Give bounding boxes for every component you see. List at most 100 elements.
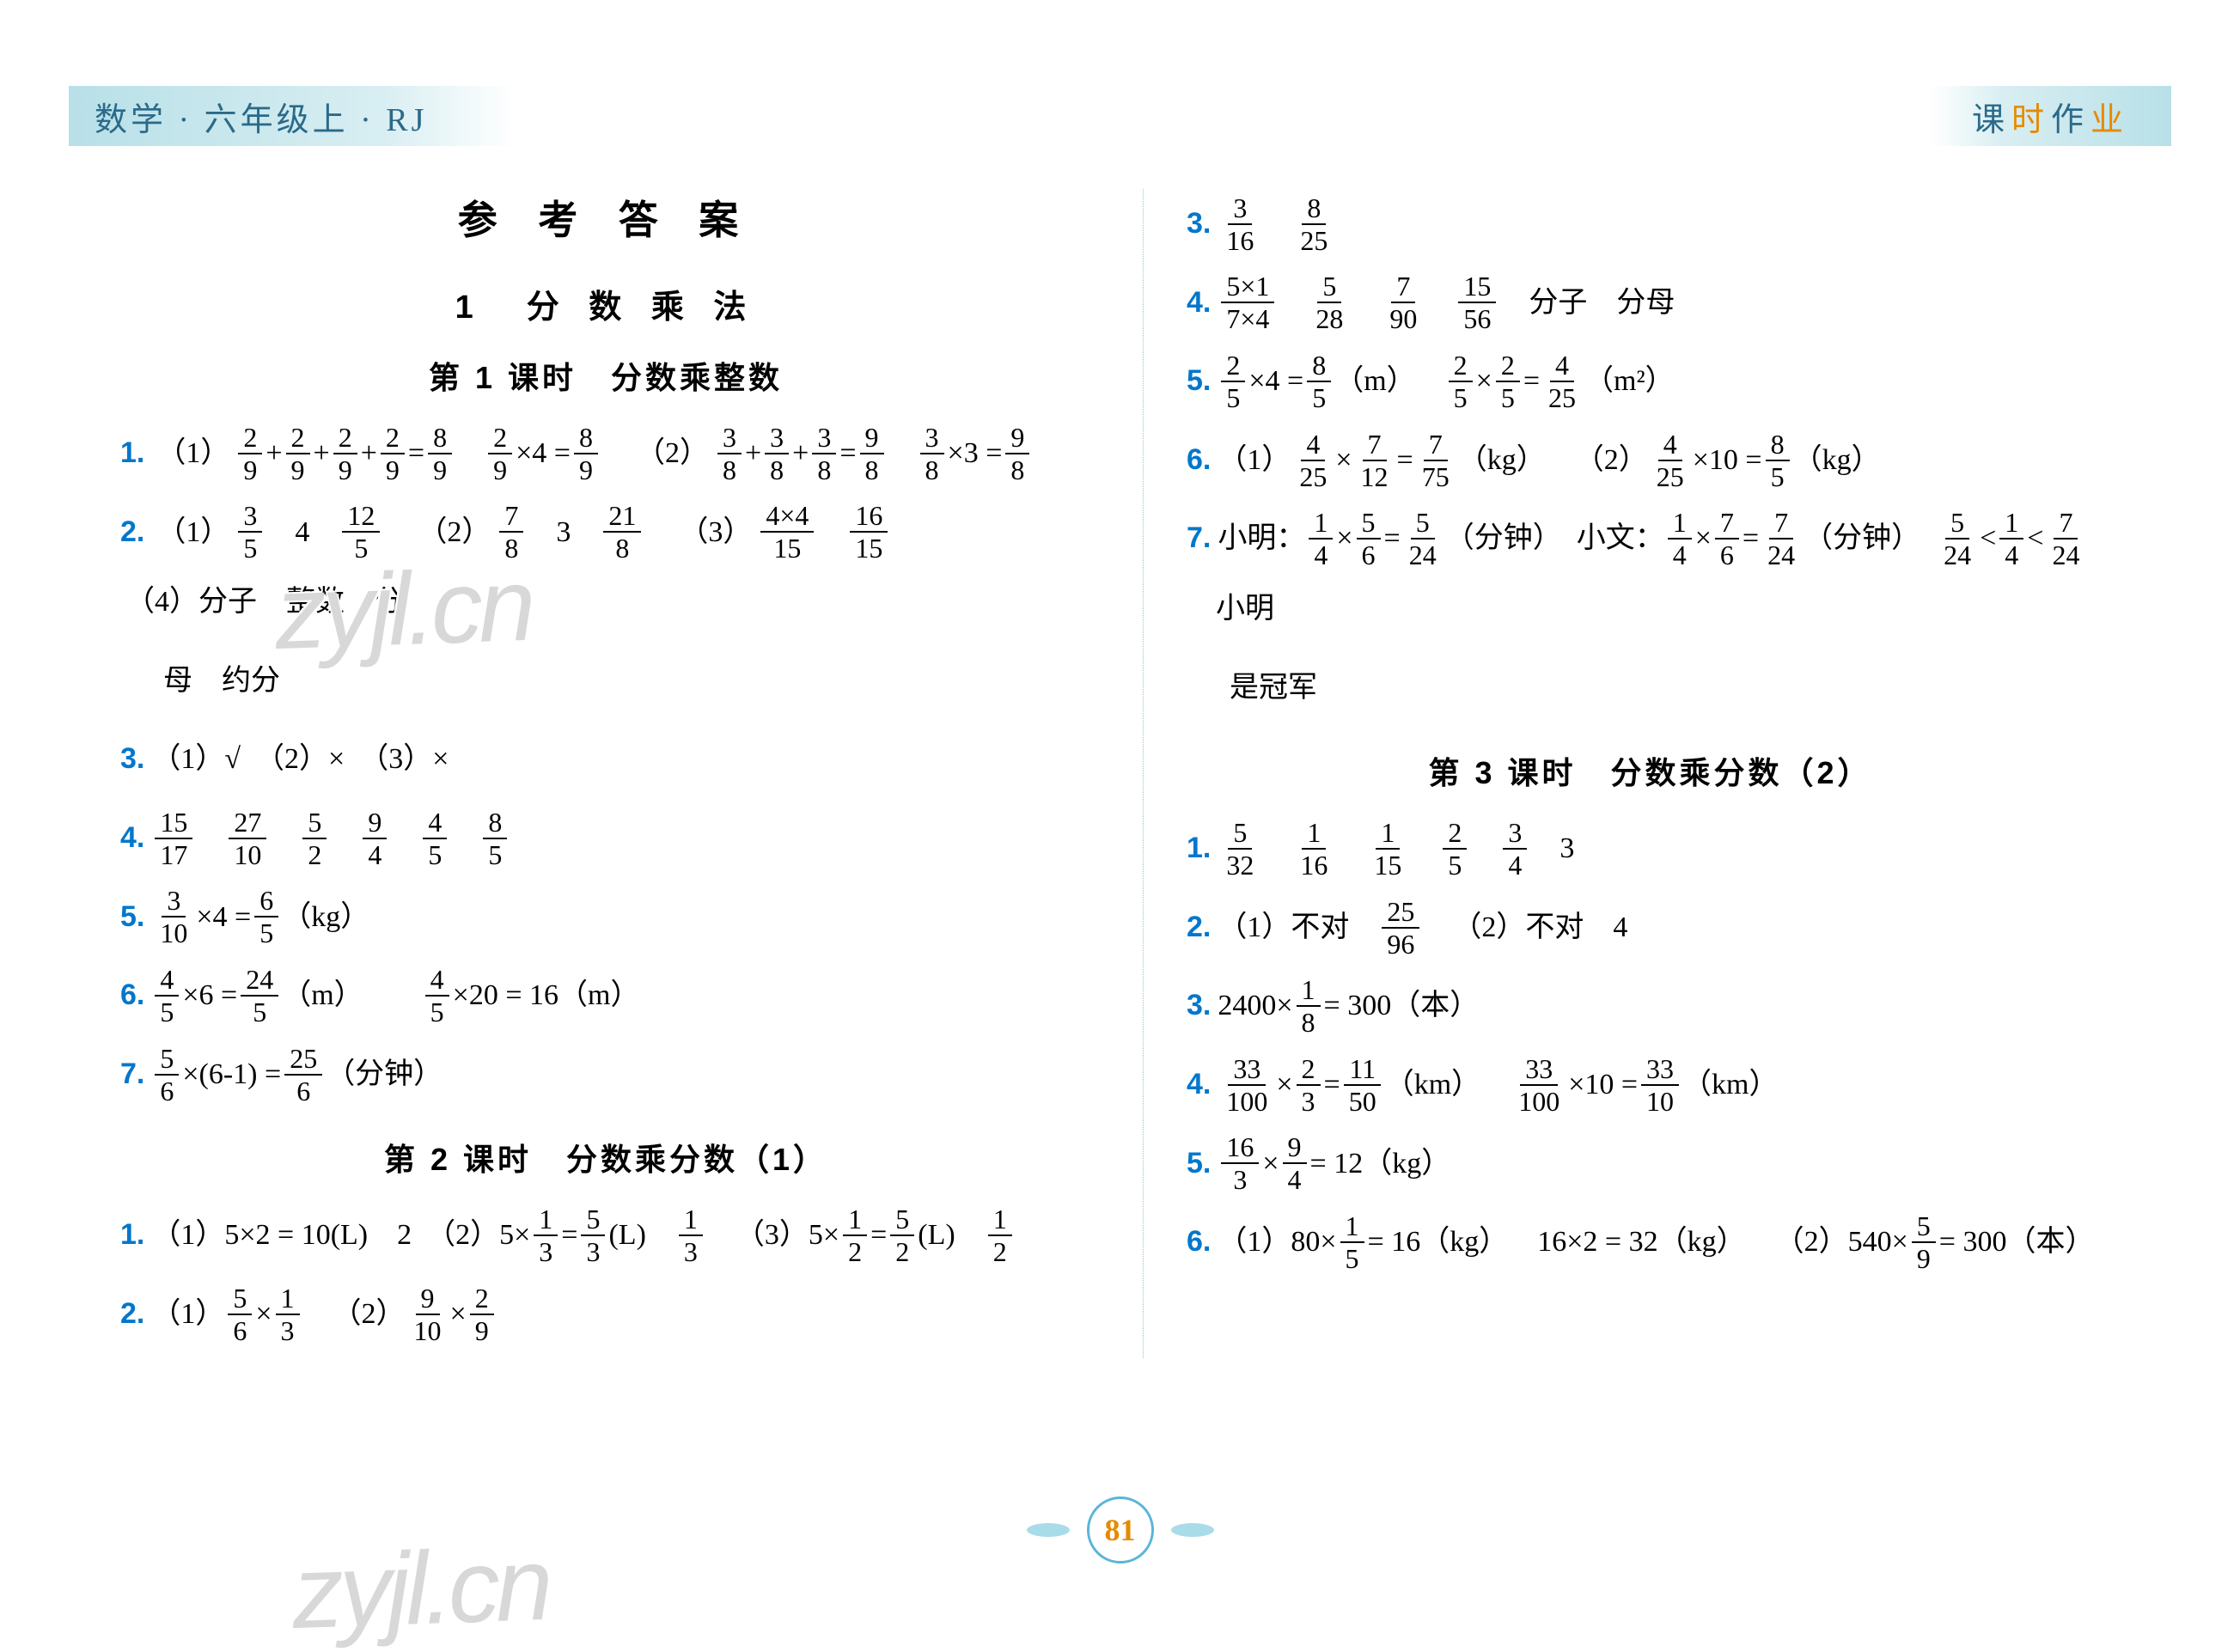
header-right: 课 时 作 业 xyxy=(1931,86,2171,146)
paren: （2） xyxy=(333,1279,406,1350)
frac: 85 xyxy=(1307,351,1331,411)
hdr-r4: 业 xyxy=(2090,93,2130,140)
frac: 23 xyxy=(1297,1055,1321,1115)
frac: 790 xyxy=(1384,272,1422,332)
unit: （kg） xyxy=(1363,1129,1450,1199)
unit: （km） xyxy=(1682,1050,1778,1120)
frac: 38 xyxy=(765,424,789,484)
c3q3: 3. 2400× 18 = 300（本） xyxy=(1187,971,2114,1041)
title-lesson-1: 第 1 课时 分数乘整数 xyxy=(120,353,1091,398)
frac: 5×17×4 xyxy=(1221,272,1274,332)
frac: 724 xyxy=(1762,509,1800,569)
frac: 2710 xyxy=(229,808,266,869)
c3q5: 5. 163× 94 = 12 （kg） xyxy=(1187,1129,2114,1199)
frac: 125 xyxy=(342,502,380,562)
qnum: 5. xyxy=(1187,1129,1211,1199)
txt: 母 约分 xyxy=(163,646,280,716)
txt: 小明： xyxy=(1218,503,1305,574)
paren: （2） xyxy=(636,418,709,489)
txt: (L) xyxy=(918,1200,984,1271)
frac: 25 xyxy=(1449,351,1473,411)
frac: 4×415 xyxy=(760,502,814,562)
frac: 310 xyxy=(155,887,192,947)
frac: 29 xyxy=(470,1284,494,1344)
eq: ×(6-1) = xyxy=(182,1039,281,1110)
frac: 13 xyxy=(276,1284,300,1344)
q1: 1. （1） 29+ 29+ 29+ 29= 89 29 ×4 = 89 （2）… xyxy=(120,418,1091,489)
eq: ×4 = xyxy=(196,882,251,953)
frac: 52 xyxy=(302,808,327,869)
frac: 25 xyxy=(1443,819,1467,879)
frac: 218 xyxy=(603,502,641,562)
frac: 18 xyxy=(1297,976,1321,1036)
frac: 3310 xyxy=(1641,1055,1679,1115)
unit: （kg） xyxy=(1458,425,1546,496)
paren: （1） xyxy=(151,1279,224,1350)
frac: 724 xyxy=(2047,509,2084,569)
header-left: 数学 · 六年级上 · RJ xyxy=(69,86,516,146)
q2: 2. （1） 35 4 125 （2） 78 3 218 （3） 4×415 1… xyxy=(120,497,1091,637)
c2q1: 1. （1）5×2 = 10(L) 2 （2）5× 13 = 53 (L) 13… xyxy=(120,1200,1091,1271)
frac: 94 xyxy=(1283,1133,1307,1193)
frac: 29 xyxy=(333,424,357,484)
txt: = 300（本） xyxy=(1324,971,1480,1041)
paren: （1） xyxy=(1218,425,1291,496)
q7: 7. 56 ×(6-1) = 256 （分钟） xyxy=(120,1039,1091,1110)
frac: 528 xyxy=(1310,272,1348,332)
eq: ×20 = 16 xyxy=(453,960,558,1031)
qnum: 1. xyxy=(120,418,144,489)
title-chapter: 1 分 数 乘 法 xyxy=(120,280,1091,327)
txt: （分钟） 小文： xyxy=(1445,503,1664,574)
txt: （4）分子 整数 分 xyxy=(125,567,403,637)
qnum: 4. xyxy=(1187,268,1211,338)
c2q2: 2. （1） 56× 13 （2） 910× 29 xyxy=(120,1279,1091,1350)
frac: 29 xyxy=(238,424,262,484)
frac: 85 xyxy=(1766,430,1790,491)
paren: （1） xyxy=(156,418,229,489)
frac: 94 xyxy=(363,808,387,869)
frac: 76 xyxy=(1715,509,1739,569)
frac: 2596 xyxy=(1382,898,1419,958)
frac: 38 xyxy=(717,424,742,484)
wing-icon xyxy=(1171,1523,1214,1537)
eq: ×4 = xyxy=(1248,346,1303,417)
frac: 15 xyxy=(1340,1212,1364,1272)
frac: 29 xyxy=(381,424,405,484)
rq7: 7. 小明： 14× 56 = 524 （分钟） 小文： 14× 76 = 72… xyxy=(1187,503,2114,643)
frac: 14 xyxy=(1668,509,1692,569)
frac: 425 xyxy=(1543,351,1581,411)
frac: 116 xyxy=(1295,819,1333,879)
txt: （3）5× xyxy=(735,1200,839,1271)
eq: ×3 = xyxy=(948,418,1003,489)
paren: （2） xyxy=(1575,425,1648,496)
t: 4 xyxy=(295,497,309,568)
rq5: 5. 25 ×4 = 85 （m） 25× 25 = 425 （m²） xyxy=(1187,346,2114,417)
unit: （kg） xyxy=(1658,1207,1746,1277)
unit: （m） xyxy=(1334,346,1415,417)
c3q6: 6. （1）80× 15 = 16 （kg） 16×2 = 32 （kg） （2… xyxy=(1187,1207,2114,1277)
left-column: zyjl.cn zyjl.cn 参 考 答 案 1 分 数 乘 法 第 1 课时… xyxy=(120,189,1091,1358)
frac: 45 xyxy=(155,966,179,1026)
unit: （kg） xyxy=(1793,425,1881,496)
txt: 16×2 = 32 xyxy=(1537,1207,1657,1277)
paren: （1） xyxy=(156,497,229,568)
frac: 316 xyxy=(1221,194,1259,254)
frac: 245 xyxy=(241,966,278,1026)
page-number: 81 xyxy=(1087,1497,1154,1564)
frac: 53 xyxy=(581,1205,605,1265)
txt: （1）不对 xyxy=(1218,893,1378,963)
frac: 78 xyxy=(499,502,523,562)
unit: （m） xyxy=(558,960,639,1031)
frac: 14 xyxy=(1999,509,2023,569)
unit: （m²） xyxy=(1584,346,1675,417)
content: zyjl.cn zyjl.cn 参 考 答 案 1 分 数 乘 法 第 1 课时… xyxy=(120,189,2120,1358)
frac: 29 xyxy=(488,424,512,484)
frac: 25 xyxy=(1221,351,1245,411)
unit: （m） xyxy=(282,960,363,1031)
frac: 29 xyxy=(286,424,310,484)
title-lesson-2: 第 2 课时 分数乘分数（1） xyxy=(120,1135,1091,1180)
paren: （2） xyxy=(418,497,491,568)
right-column: 3. 316 825 4. 5×17×4 528 790 1556 分子 分母 … xyxy=(1143,189,2114,1358)
rq6: 6. （1） 425× 712 = 775 （kg） （2） 425 ×10 =… xyxy=(1187,425,2114,496)
frac: 1615 xyxy=(850,502,888,562)
